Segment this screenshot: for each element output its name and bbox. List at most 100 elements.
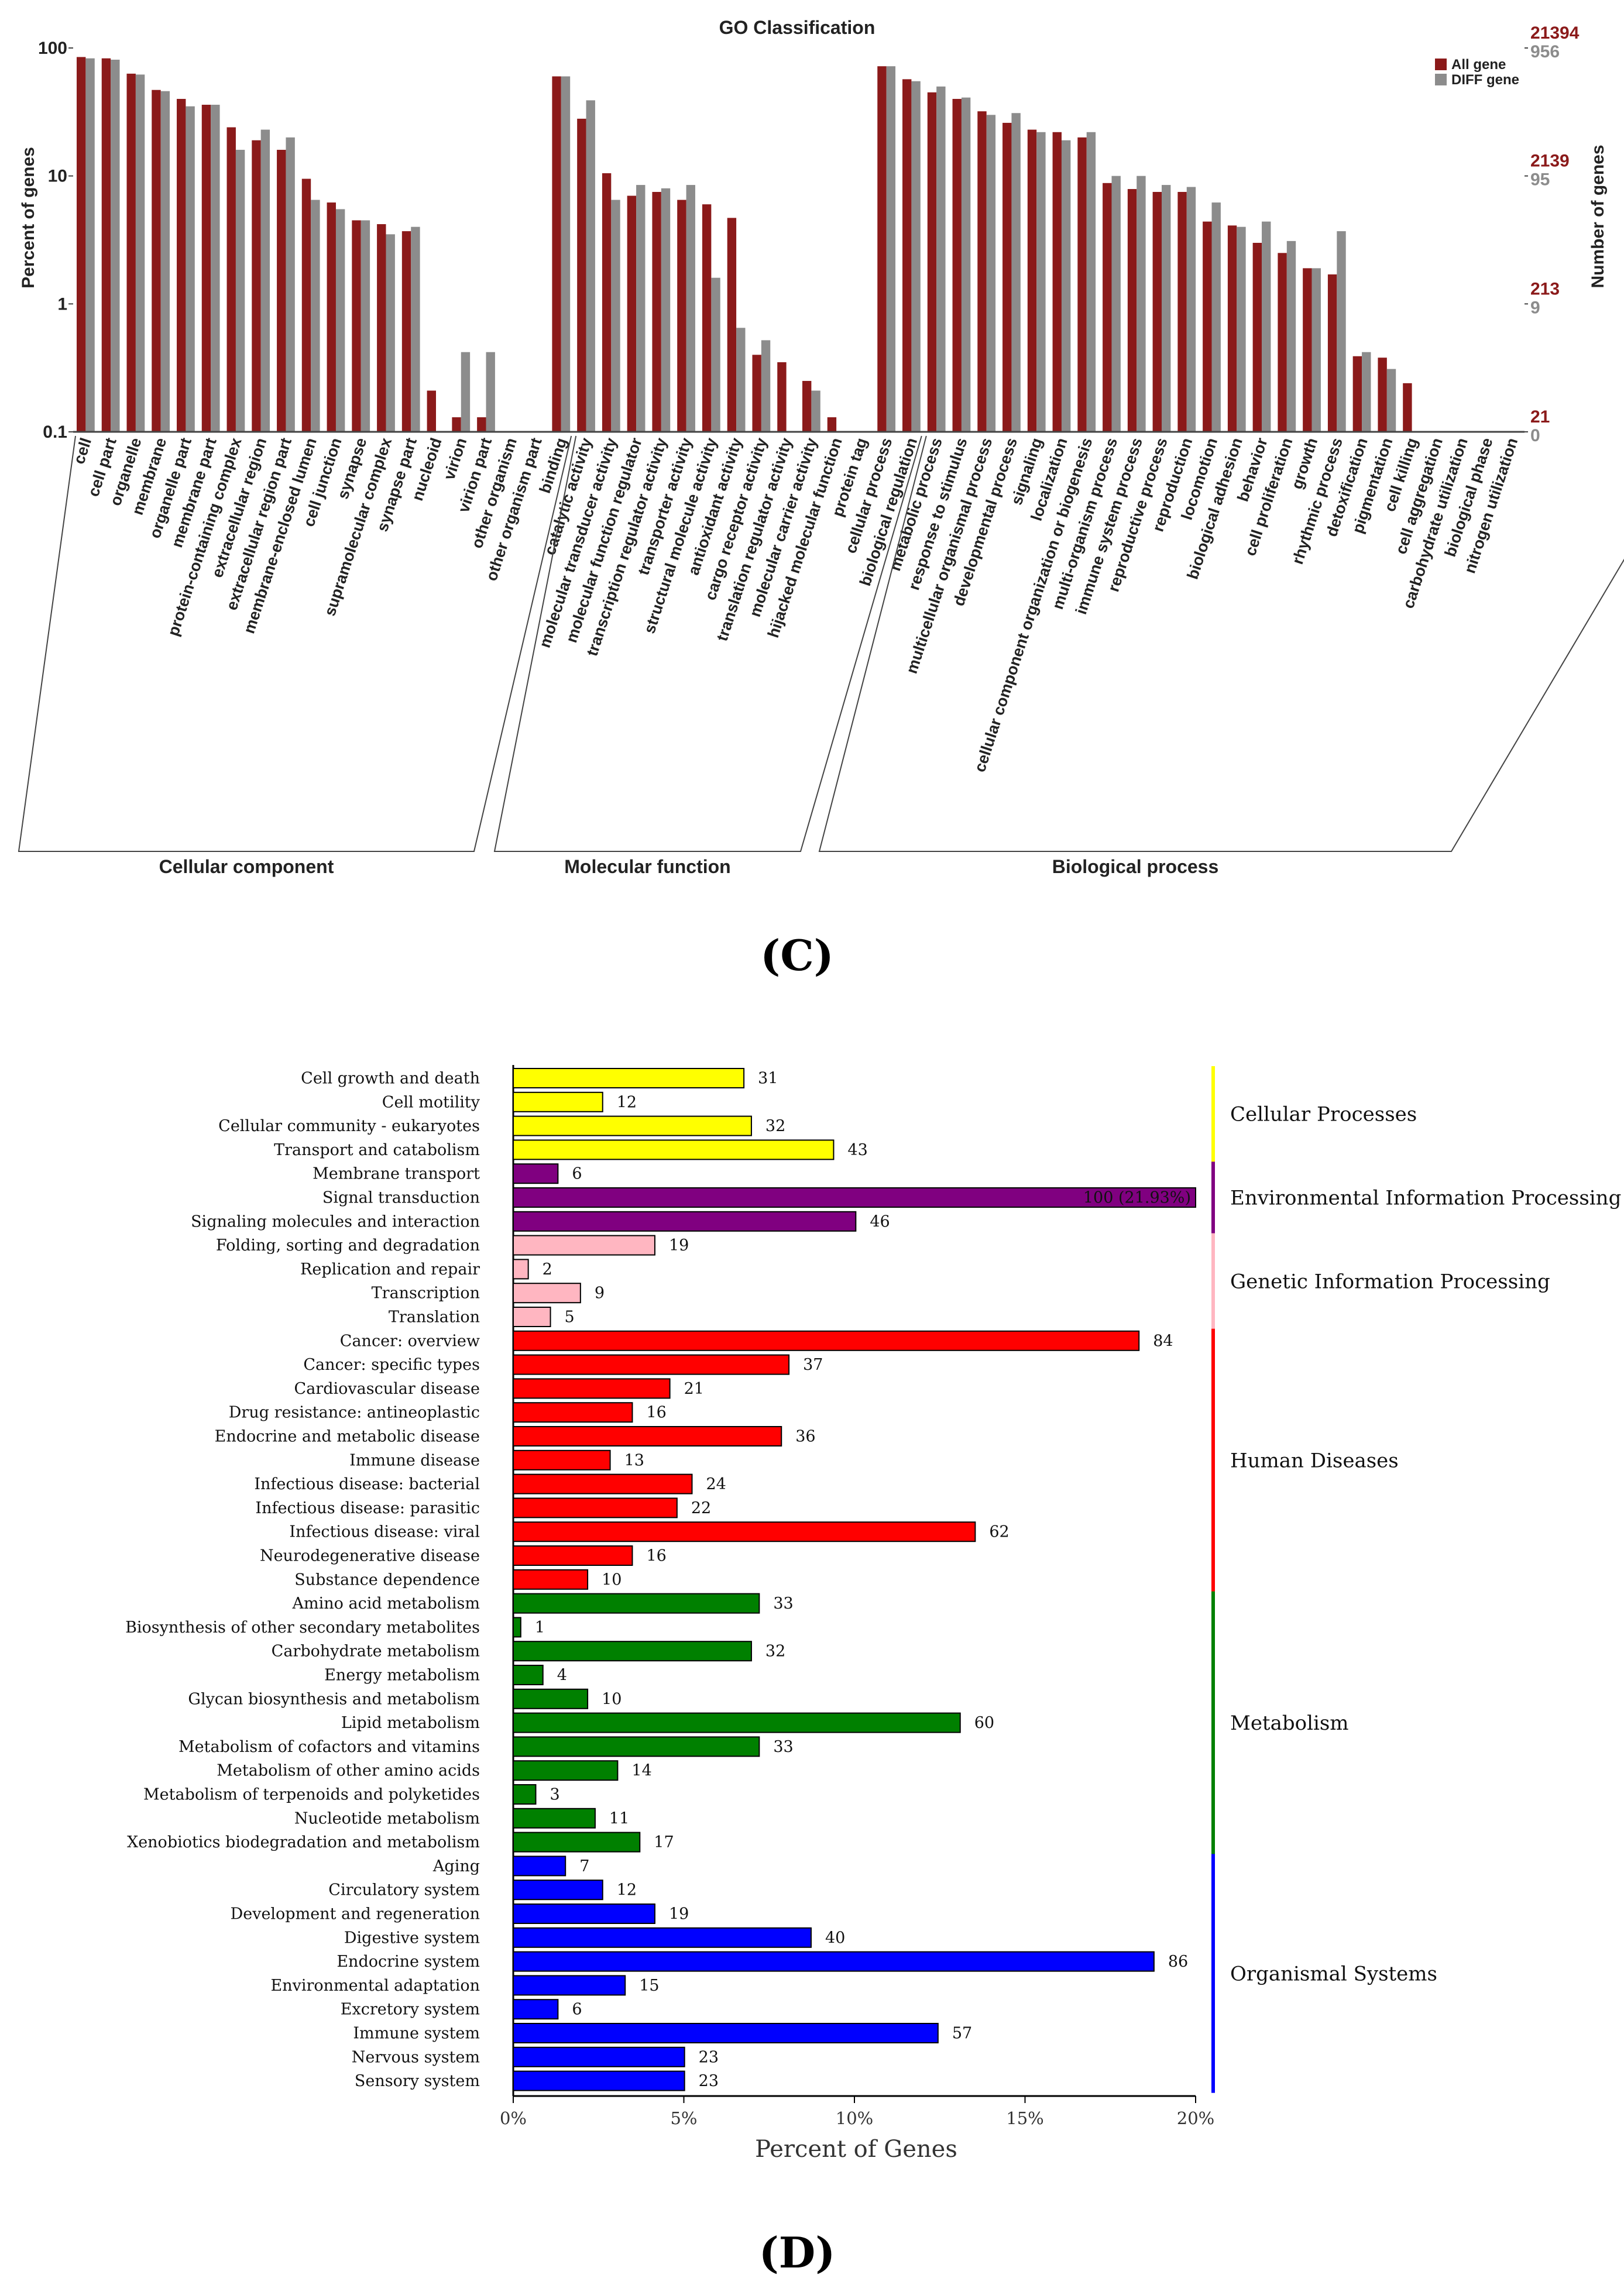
kegg-x-tick-label: 10% (836, 2108, 873, 2128)
kegg-category-label: Circulatory system (328, 1881, 480, 1899)
kegg-value-label: 46 (870, 1212, 890, 1231)
go-bar-diff-gene-virion (461, 352, 471, 432)
kegg-category-label: Amino acid metabolism (292, 1595, 480, 1613)
go-y2-axis-label: Number of genes (1588, 145, 1608, 288)
go-y-tick-label: 10 (48, 167, 67, 186)
kegg-bar-membrane-transport (513, 1163, 559, 1184)
go-bar-diff-gene-multi-organism-process (1111, 176, 1121, 432)
go-bar-all-gene-binding (552, 76, 561, 432)
kegg-bar-amino-acid-metabolism (513, 1593, 760, 1614)
go-bar-all-gene-cell-junction (327, 202, 336, 432)
kegg-bar-transcription (513, 1283, 581, 1304)
go-bar-all-gene-growth (1303, 268, 1312, 432)
go-bar-diff-gene-localization (1061, 140, 1071, 432)
kegg-group-label: Genetic Information Processing (1230, 1270, 1550, 1293)
kegg-category-label: Transport and catabolism (274, 1141, 480, 1159)
go-y2-tick-all-gene: 21394 (1530, 23, 1580, 43)
go-y2-tick-all-gene: 213 (1530, 279, 1560, 298)
kegg-value-label: 21 (684, 1380, 704, 1398)
kegg-group-label: Organismal Systems (1230, 1963, 1437, 1986)
kegg-bar-cancer-overview (513, 1330, 1140, 1351)
go-bar-diff-gene-molecular-transducer-activity (611, 200, 620, 432)
go-bar-diff-gene-biological-adhesion (1237, 226, 1246, 432)
kegg-category-label: Digestive system (344, 1929, 480, 1947)
kegg-category-label: Lipid metabolism (341, 1714, 480, 1732)
kegg-category-label: Immune system (353, 2025, 480, 2043)
go-bar-all-gene-cell-proliferation (1278, 253, 1287, 432)
kegg-value-label: 36 (795, 1428, 815, 1446)
go-bar-diff-gene-structural-molecule-activity (711, 277, 720, 432)
go-bar-all-gene-nucleoid (427, 390, 436, 432)
go-y2-tick-diff-gene: 95 (1530, 170, 1550, 190)
kegg-value-label: 62 (989, 1523, 1009, 1541)
go-group-label: Molecular function (564, 856, 730, 877)
go-bar-all-gene-biological-regulation (902, 79, 912, 432)
go-y2-tick-all-gene: 2139 (1530, 152, 1570, 171)
go-group-bracket (493, 435, 922, 852)
go-bar-diff-gene-binding (561, 76, 571, 432)
go-bar-diff-gene-cell-junction (335, 209, 345, 432)
kegg-x-tick-label: 20% (1177, 2108, 1214, 2128)
kegg-category-label: Sensory system (355, 2072, 480, 2090)
go-bar-diff-gene-multicellular-organismal-process (986, 115, 996, 432)
kegg-category-label: Infectious disease: parasitic (255, 1499, 480, 1517)
go-bar-all-gene-organelle-part (177, 99, 186, 432)
kegg-category-label: Cancer: overview (340, 1332, 480, 1350)
kegg-value-label: 33 (773, 1738, 793, 1756)
go-bar-all-gene-membrane-enclosed-lumen (301, 178, 311, 432)
kegg-category-label: Signaling molecules and interaction (191, 1212, 480, 1231)
go-bar-all-gene-behavior (1252, 243, 1262, 432)
go-group-label: Cellular component (159, 856, 334, 877)
kegg-bar-excretory-system (513, 1999, 559, 2020)
go-bar-diff-gene-biological-regulation (911, 81, 921, 432)
go-bar-all-gene-extracellular-region (252, 140, 261, 432)
kegg-x-tick-label: 15% (1006, 2108, 1043, 2128)
kegg-category-label: Metabolism of other amino acids (217, 1762, 480, 1780)
kegg-category-label: Infectious disease: viral (289, 1523, 480, 1541)
go-bar-diff-gene-growth (1311, 268, 1321, 432)
kegg-value-label: 9 (595, 1284, 605, 1303)
go-bar-all-gene-catalytic-activity (577, 118, 586, 432)
go-group-label: Biological process (1052, 856, 1219, 877)
kegg-value-label: 31 (758, 1070, 778, 1088)
go-bar-diff-gene-molecular-function-regulator (636, 185, 646, 432)
legend-label-diff-gene: DIFF gene (1451, 72, 1519, 88)
kegg-category-label: Cardiovascular disease (294, 1380, 480, 1398)
kegg-bar-folding-sorting-and-degradation (513, 1235, 655, 1256)
go-bar-all-gene-immune-system-process (1127, 189, 1137, 432)
panel-c-label: (C) (760, 930, 833, 980)
kegg-value-label: 43 (847, 1141, 867, 1159)
go-bar-diff-gene-cell-proliferation (1286, 240, 1296, 432)
kegg-value-label: 32 (765, 1643, 785, 1661)
kegg-category-label: Cancer: specific types (303, 1356, 480, 1374)
kegg-value-label: 4 (557, 1667, 567, 1685)
go-bar-diff-gene-response-to-stimulus (961, 97, 971, 432)
go-legend: All gene DIFF gene (1435, 57, 1519, 88)
kegg-value-label: 22 (691, 1499, 711, 1517)
go-bar-all-gene-reproductive-process (1152, 191, 1162, 432)
kegg-group-label: Cellular Processes (1230, 1103, 1417, 1126)
legend-swatch-diff-gene (1435, 74, 1447, 85)
go-bar-diff-gene-rhythmic-process (1337, 231, 1346, 432)
go-y2-tick-diff-gene: 956 (1530, 42, 1560, 61)
kegg-value-label: 32 (765, 1117, 785, 1135)
kegg-category-label: Endocrine system (337, 1953, 480, 1971)
kegg-category-label: Substance dependence (294, 1571, 480, 1589)
kegg-value-label: 5 (565, 1308, 575, 1327)
go-bar-diff-gene-organelle-part (186, 106, 195, 432)
kegg-bar-cell-motility (513, 1091, 603, 1112)
kegg-value-label: 7 (579, 1857, 589, 1875)
go-bar-all-gene-multi-organism-process (1103, 183, 1112, 432)
kegg-category-label: Energy metabolism (324, 1667, 480, 1685)
kegg-bar-cardiovascular-disease (513, 1378, 671, 1399)
go-bar-diff-gene-catalytic-activity (586, 100, 595, 432)
go-y-tick-label: 100 (38, 39, 67, 58)
kegg-group-labels: Cellular Processes Environmental Informat… (1211, 1066, 1621, 2093)
kegg-bar-metabolism-of-other-amino-acids (513, 1760, 619, 1781)
go-bar-all-gene-molecular-transducer-activity (602, 173, 612, 432)
go-bar-diff-gene-extracellular-region (260, 129, 270, 432)
go-bar-diff-gene-cell (85, 58, 95, 432)
go-left-axis-ticks: 0.1 1 10 100 (38, 39, 73, 442)
kegg-category-label: Drug resistance: antineoplastic (229, 1404, 480, 1422)
